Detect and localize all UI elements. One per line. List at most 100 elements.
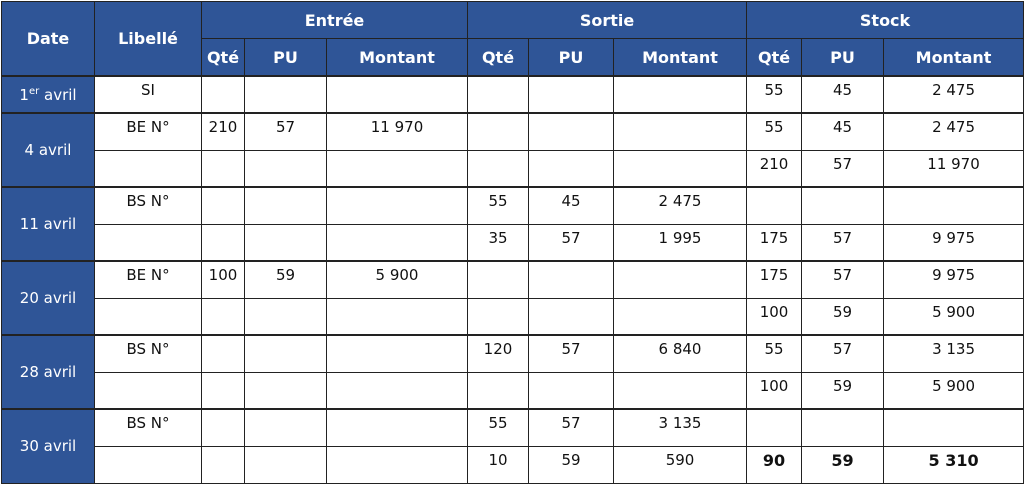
- cell-em: [326, 223, 468, 262]
- cell-kpu: 45: [801, 75, 885, 114]
- cell-em: [326, 186, 468, 225]
- cell-kq: 175: [746, 223, 803, 262]
- cell-sq: [467, 297, 529, 336]
- date-cell: 1er avril: [1, 75, 95, 114]
- cell-kq: 55: [746, 112, 803, 151]
- cell-lib: BS N°: [94, 334, 202, 373]
- cell-km: 9 975: [883, 260, 1024, 299]
- cell-spu: [528, 149, 614, 188]
- date-cell: 4 avril: [1, 112, 95, 188]
- cell-lib: BS N°: [94, 408, 202, 447]
- cell-eq: [201, 445, 245, 484]
- cell-km: 2 475: [883, 112, 1024, 151]
- cell-epu: [244, 223, 327, 262]
- header-pu: PU: [528, 38, 614, 77]
- header-montant: Montant: [612, 38, 748, 77]
- header-qte: Qté: [746, 38, 803, 77]
- cell-kq: 175: [746, 260, 803, 299]
- cell-lib: [94, 149, 202, 188]
- date-cell: 28 avril: [1, 334, 95, 410]
- cell-epu: [244, 186, 327, 225]
- header-pu: PU: [244, 38, 327, 77]
- cell-lib: [94, 371, 202, 410]
- date-day: 1: [19, 85, 29, 104]
- cell-sm: 6 840: [612, 334, 748, 373]
- date-cell: 20 avril: [1, 260, 95, 336]
- header-montant: Montant: [326, 38, 468, 77]
- cell-lib: BE N°: [94, 260, 202, 299]
- table-row: 210 57 11 970: [2, 149, 1024, 188]
- cell-km: [883, 186, 1024, 225]
- cell-epu: [244, 445, 327, 484]
- cell-em: [326, 149, 468, 188]
- cell-sm: 2 475: [612, 186, 748, 225]
- date-month: avril: [39, 85, 77, 104]
- cell-kpu: [801, 408, 885, 447]
- cell-eq: [201, 408, 245, 447]
- cell-epu: [244, 371, 327, 410]
- cell-kpu: 59: [801, 297, 885, 336]
- cell-sm: 1 995: [612, 223, 748, 262]
- cell-kpu: 45: [801, 112, 885, 151]
- header-montant: Montant: [883, 38, 1024, 77]
- cell-spu: 59: [528, 445, 614, 484]
- cell-lib: SI: [94, 75, 202, 114]
- cell-sm: [612, 260, 748, 299]
- cell-sm: [612, 297, 748, 336]
- cell-sq: 120: [467, 334, 529, 373]
- stock-card-table: Date Libellé Entrée Sortie Stock Qté PU …: [1, 1, 1024, 484]
- cell-kq: 55: [746, 75, 803, 114]
- cell-em: 11 970: [326, 112, 468, 151]
- table-row: 1er avril SI 55 45 2 475: [1, 75, 1024, 114]
- cell-kpu: 57: [801, 149, 885, 188]
- cell-spu: [528, 371, 614, 410]
- cell-eq: [201, 371, 245, 410]
- cell-eq: [201, 186, 245, 225]
- cell-lib: [94, 297, 202, 336]
- cell-lib: [94, 445, 202, 484]
- cell-kpu: 57: [801, 223, 885, 262]
- table-row: 35 57 1 995 175 57 9 975: [2, 223, 1024, 262]
- cell-kq: 55: [746, 334, 803, 373]
- date-cell: 30 avril: [1, 408, 95, 484]
- cell-eq: 210: [201, 112, 245, 151]
- header-qte: Qté: [467, 38, 529, 77]
- cell-km: 11 970: [883, 149, 1024, 188]
- cell-eq: [201, 223, 245, 262]
- cell-km: [883, 408, 1024, 447]
- cell-kpu: 59: [801, 445, 885, 484]
- cell-sq: [467, 112, 529, 151]
- cell-spu: 57: [528, 408, 614, 447]
- header-stock: Stock: [746, 1, 1024, 39]
- cell-kq: 90: [746, 445, 803, 484]
- header-pu: PU: [801, 38, 885, 77]
- table-row: 20 avril BE N° 100 59 5 900 175 57 9 975: [1, 260, 1024, 336]
- cell-sq: [467, 75, 529, 114]
- cell-em: [326, 371, 468, 410]
- table-row: 30 avril BS N° 55 57 3 135: [1, 408, 1024, 484]
- cell-spu: 45: [528, 186, 614, 225]
- cell-epu: 59: [244, 260, 327, 299]
- cell-spu: [528, 260, 614, 299]
- cell-epu: [244, 149, 327, 188]
- cell-km: 9 975: [883, 223, 1024, 262]
- cell-km: 2 475: [883, 75, 1024, 114]
- cell-eq: [201, 297, 245, 336]
- cell-eq: [201, 149, 245, 188]
- table-row: 100 59 5 900: [2, 297, 1024, 336]
- cell-sq: [467, 260, 529, 299]
- cell-spu: 57: [528, 334, 614, 373]
- table-row: 11 avril BS N° 55 45 2 475: [1, 186, 1024, 262]
- cell-sq: 10: [467, 445, 529, 484]
- cell-em: [326, 75, 468, 114]
- cell-spu: [528, 112, 614, 151]
- cell-kpu: [801, 186, 885, 225]
- cell-spu: [528, 75, 614, 114]
- cell-epu: [244, 408, 327, 447]
- cell-eq: [201, 334, 245, 373]
- cell-kq: [746, 408, 803, 447]
- cell-eq: [201, 75, 245, 114]
- date-sup: er: [28, 85, 40, 97]
- cell-km: 5 900: [883, 371, 1024, 410]
- table-row: 4 avril BE N° 210 57 11 970 55 45 2 475: [1, 112, 1024, 188]
